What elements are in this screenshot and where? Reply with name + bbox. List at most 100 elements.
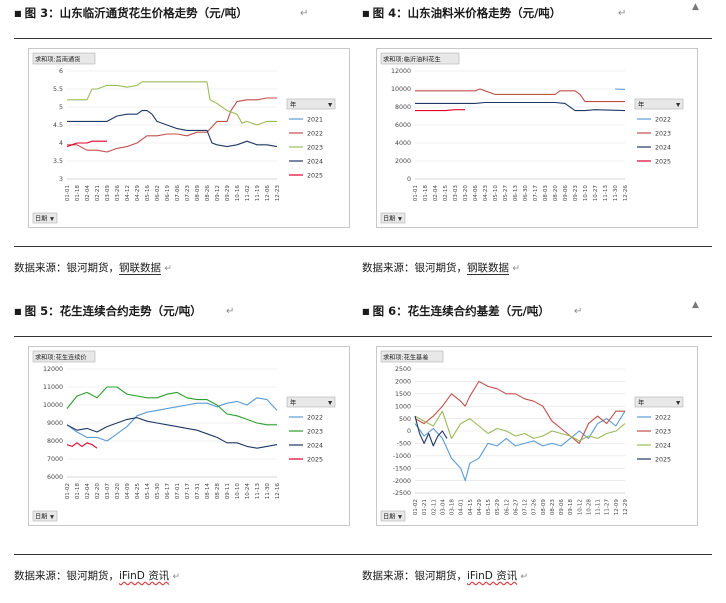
- x-tick-label: 03-07: [105, 483, 111, 500]
- y-tick-label: 3.5: [53, 158, 63, 165]
- x-tick-label: 01-02: [413, 499, 419, 515]
- legend: 年 ▼ 2022 2023 2024 2025: [634, 396, 684, 463]
- date-filter-bg[interactable]: [32, 212, 58, 224]
- field-label-bg[interactable]: [32, 350, 96, 363]
- series-line-2025: [414, 415, 448, 447]
- date-filter-bg[interactable]: [380, 212, 406, 224]
- x-tick-label: 05-29: [495, 499, 501, 516]
- x-tick-label: 06-27: [513, 499, 519, 516]
- date-filter-bg[interactable]: [380, 510, 406, 522]
- y-tick-label: 5.5: [53, 86, 63, 93]
- paragraph-mark-icon: ↵: [512, 264, 520, 274]
- y-tick-label: -1500: [393, 465, 411, 472]
- field-label-bg[interactable]: [32, 52, 96, 65]
- y-tick-label: -2500: [393, 490, 411, 497]
- legend-entry: 2025: [655, 456, 671, 463]
- x-tick-label: 02-04: [85, 483, 91, 500]
- legend-title-button[interactable]: [634, 396, 684, 408]
- x-tick-label: 05-14: [145, 483, 151, 500]
- field-label-button[interactable]: 求和项:花生基差: [380, 350, 444, 363]
- x-tick-label: 08-20: [553, 185, 559, 202]
- figure-title: ■ 图 4：山东油料米价格走势（元/吨）: [362, 2, 561, 24]
- source-line: 数据来源：银河期货，钢联数据 ↵: [14, 260, 172, 275]
- bullet-icon: ■: [362, 306, 370, 316]
- paragraph-mark-icon: ↵: [574, 306, 583, 317]
- field-label-button[interactable]: 求和项:临沂油料花生: [380, 52, 460, 65]
- date-filter-button[interactable]: 日期 ▼: [32, 212, 58, 224]
- y-tick-label: 4.5: [53, 122, 63, 129]
- legend-entry: 2024: [307, 158, 323, 165]
- series-line-2023: [415, 88, 625, 103]
- dropdown-arrow-icon[interactable]: ▼: [328, 401, 333, 407]
- field-label-text: 求和项:莒南通货: [35, 56, 80, 64]
- x-tick-label: 07-01: [175, 483, 181, 500]
- x-tick-label: 02-15: [443, 185, 449, 202]
- top-rule: [362, 38, 712, 39]
- x-tick-label: 07-12: [523, 499, 529, 515]
- dropdown-arrow-icon[interactable]: ▼: [50, 217, 54, 223]
- scroll-arrow-icon[interactable]: ▲: [692, 2, 699, 12]
- bottom-rule: [362, 246, 712, 247]
- field-label-text: 求和项:临沂油料花生: [383, 56, 441, 64]
- bottom-rule: [362, 554, 712, 555]
- legend-title-button[interactable]: [634, 98, 684, 110]
- y-tick-label: 7000: [47, 456, 63, 463]
- chart-frame: 求和项:莒南通货 3 3.5 4 4.5 5 5.5 6 01-01 01-18 02-04 02-2…: [28, 48, 350, 228]
- x-tick-label: 07-31: [195, 483, 201, 500]
- chart-frame: 求和项:花生基差 -2500 -2000 -1500 -1000 -500 0 500 1000…: [376, 346, 698, 526]
- x-tick-label: 03-26: [115, 185, 121, 202]
- legend-entry: 2023: [655, 130, 671, 137]
- legend-title-button[interactable]: [286, 396, 336, 408]
- x-tick-label: 09-06: [563, 185, 569, 202]
- x-tick-label: 11-19: [255, 185, 261, 202]
- field-label-button[interactable]: 求和项:莒南通货: [32, 52, 96, 65]
- x-tick-label: 10-16: [235, 185, 241, 202]
- dropdown-arrow-icon[interactable]: ▼: [398, 515, 402, 521]
- y-tick-label: 11000: [43, 384, 63, 391]
- legend-entry: 2024: [655, 442, 671, 449]
- legend-title-button[interactable]: [286, 98, 336, 110]
- x-tick-label: 02-11: [431, 499, 437, 516]
- legend-entry: 2022: [307, 414, 323, 421]
- source-link[interactable]: 钢联数据: [119, 262, 161, 275]
- field-label-bg[interactable]: [380, 350, 444, 363]
- source-label: 数据来源：银河期货，: [14, 570, 119, 582]
- x-tick-label: 07-17: [533, 185, 539, 202]
- legend-title: 年: [638, 100, 644, 109]
- y-tick-label: 5: [59, 104, 63, 111]
- y-tick-label: 3: [59, 176, 63, 183]
- series-line-2023: [66, 386, 277, 426]
- date-filter-label: 日期: [383, 215, 395, 223]
- x-tick-label: 03-18: [450, 499, 456, 516]
- dropdown-arrow-icon[interactable]: ▼: [676, 401, 681, 407]
- x-tick-label: 08-14: [205, 483, 211, 500]
- legend-entry: 2023: [307, 144, 323, 151]
- figure-title: ■ 图 6：花生连续合约基差（元/吨）: [362, 300, 550, 322]
- dropdown-arrow-icon[interactable]: ▼: [676, 103, 681, 109]
- field-label-bg[interactable]: [380, 52, 460, 65]
- x-tick-label: 10-27: [593, 185, 599, 202]
- date-filter-button[interactable]: 日期 ▼: [32, 510, 58, 522]
- x-tick-label: 04-01: [459, 499, 465, 516]
- date-filter-bg[interactable]: [32, 510, 58, 522]
- source-link[interactable]: iFinD 资讯: [119, 570, 170, 582]
- source-link[interactable]: iFinD 资讯: [467, 570, 518, 582]
- date-filter-button[interactable]: 日期 ▼: [380, 510, 406, 522]
- y-tick-label: 9000: [47, 420, 63, 427]
- x-tick-label: 01-01: [413, 185, 419, 202]
- scroll-arrow-icon[interactable]: ▲: [692, 300, 699, 310]
- source-label: 数据来源：银河期货，: [14, 262, 119, 274]
- chart-frame: 求和项:花生连续价 6000 7000 8000 9000 10000 11000 12000…: [28, 346, 350, 526]
- field-label-text: 求和项:花生基差: [383, 354, 428, 362]
- y-tick-label: 2500: [395, 366, 411, 373]
- dropdown-arrow-icon[interactable]: ▼: [50, 515, 54, 521]
- dropdown-arrow-icon[interactable]: ▼: [398, 217, 402, 223]
- field-label-button[interactable]: 求和项:花生连续价: [32, 350, 96, 363]
- series-line-2025: [415, 109, 465, 112]
- legend-entry: 2022: [307, 130, 323, 137]
- dropdown-arrow-icon[interactable]: ▼: [328, 103, 333, 109]
- field-label-text: 求和项:花生连续价: [35, 354, 87, 362]
- source-link[interactable]: 钢联数据: [467, 262, 509, 275]
- x-tick-label: 08-26: [205, 185, 211, 202]
- date-filter-button[interactable]: 日期 ▼: [380, 212, 406, 224]
